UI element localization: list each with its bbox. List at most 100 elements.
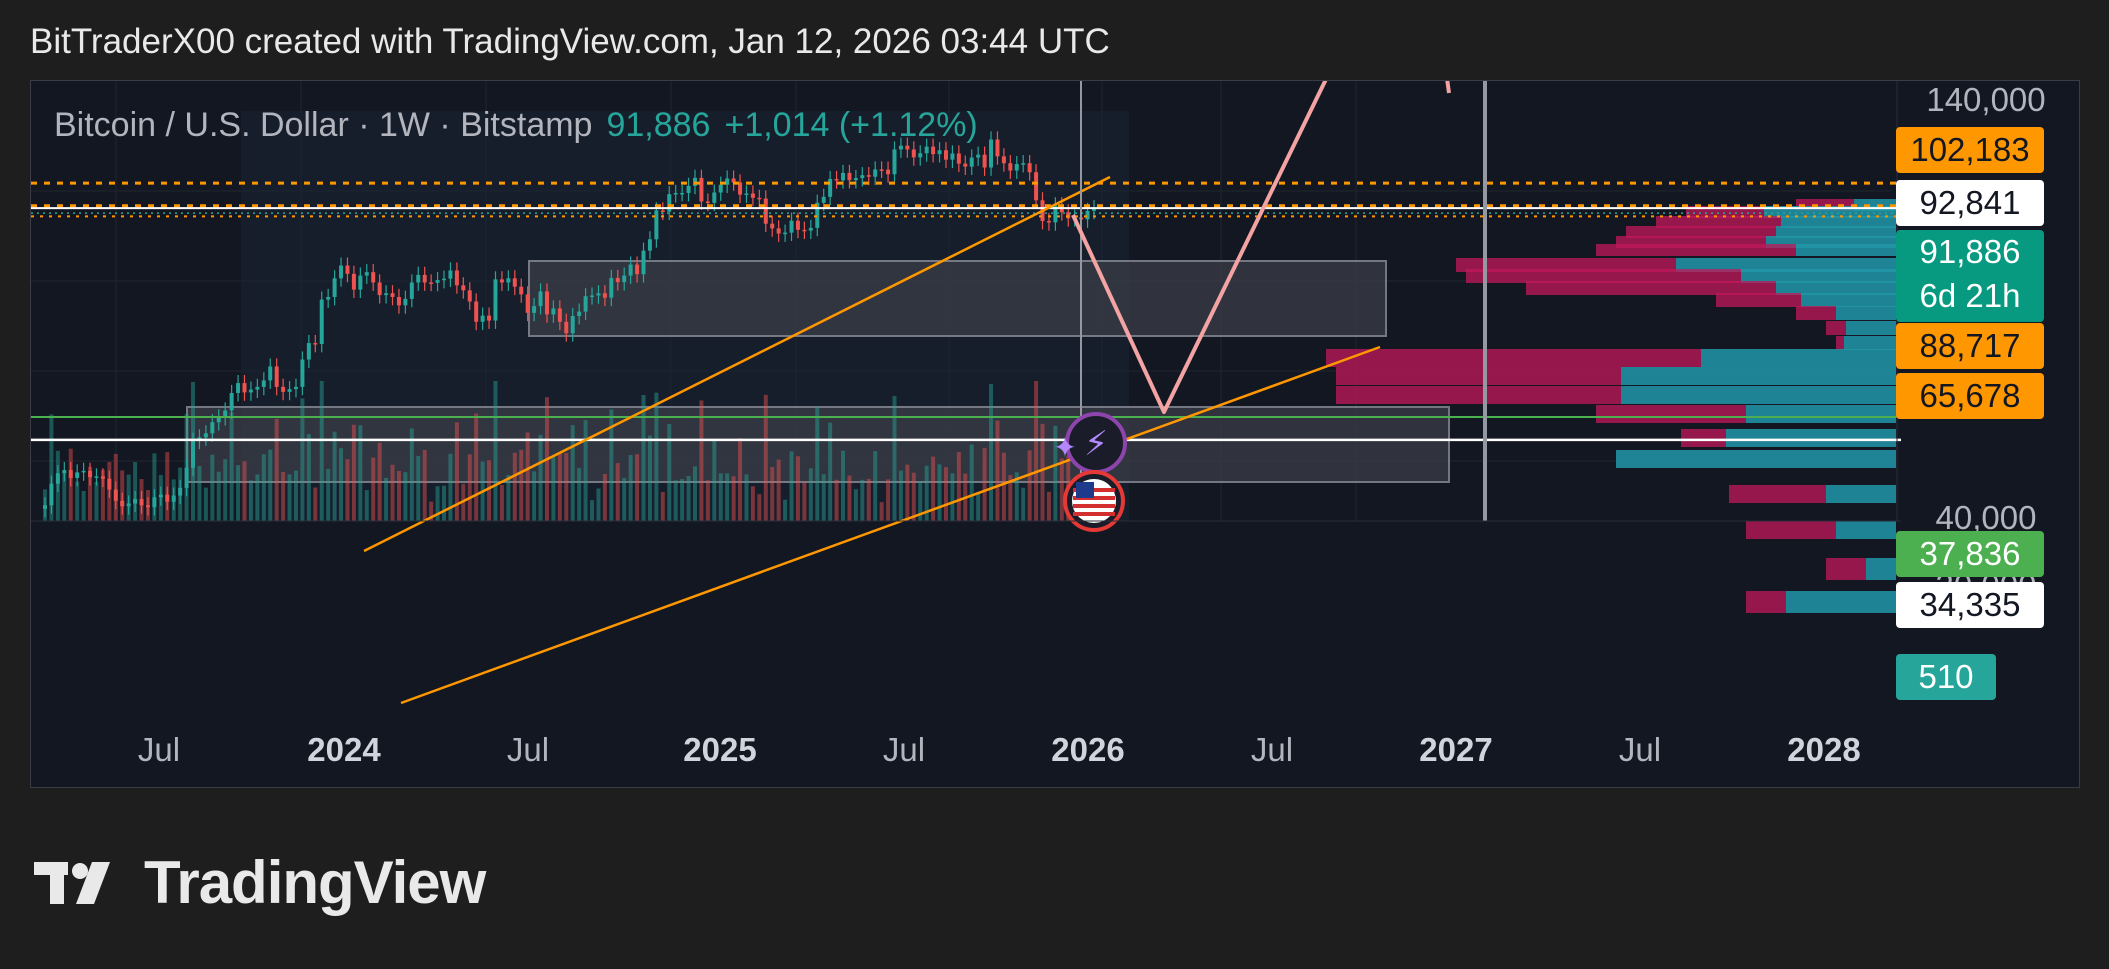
volume-profile-sell	[1326, 349, 1701, 367]
candle-body	[487, 315, 492, 321]
volume-bar	[351, 424, 356, 521]
x-tick-label: Jul	[507, 731, 549, 768]
y-tick-label: 140,000	[1926, 81, 2045, 118]
candle-body	[821, 196, 826, 203]
volume-bar	[873, 451, 878, 521]
volume-bar	[602, 473, 607, 521]
candle-body	[178, 487, 183, 496]
price-label-value: 91,886	[1919, 233, 2021, 270]
volume-bar	[1021, 487, 1026, 521]
volume-bar	[615, 463, 620, 521]
volume-bar	[416, 455, 421, 521]
volume-bar	[750, 486, 755, 521]
volume-bar	[300, 398, 305, 521]
volume-profile-sell	[1656, 216, 1781, 228]
volume-bar	[956, 452, 961, 521]
candle-body	[590, 295, 595, 297]
volume-bar	[268, 449, 273, 521]
candle-body	[918, 153, 923, 158]
chart-panel[interactable]: ⚡ ✦ Jul 2024 Jul 2025 Jul 2026 Jul 2027 Jul 2028 140…	[30, 80, 2080, 788]
candle-body	[982, 154, 987, 168]
volume-bar	[75, 481, 80, 521]
volume-bar	[339, 448, 344, 521]
volume-bar	[512, 452, 517, 521]
volume-profile-sell	[1596, 244, 1796, 256]
candle-body	[319, 299, 324, 344]
volume-profile-buy	[1776, 281, 1896, 295]
volume-bar	[647, 435, 652, 521]
price-label: 102,183	[1896, 127, 2044, 173]
volume-bar	[763, 394, 768, 521]
candle-body	[120, 500, 125, 507]
volume-bar	[88, 466, 93, 521]
volume-bar	[1027, 450, 1032, 521]
x-tick-label: Jul	[1251, 731, 1293, 768]
volume-bar	[841, 450, 846, 521]
volume-bar	[622, 477, 627, 521]
volume-bar	[306, 434, 311, 521]
candle-body	[100, 476, 105, 479]
volume-bar	[976, 492, 981, 521]
candle-body	[371, 272, 376, 283]
volume-profile-buy	[1826, 485, 1896, 503]
volume-profile-buy	[1726, 429, 1896, 447]
price-chart[interactable]: ⚡✦ Jul 2024 Jul 2025 Jul 2026 Jul 2027 Jul 2028 140…	[31, 81, 2080, 788]
volume-profile-buy	[1741, 269, 1896, 283]
candle-body	[1001, 156, 1006, 164]
volume-profile-buy	[1776, 226, 1896, 238]
candle-body	[738, 182, 743, 195]
candle-body	[377, 282, 382, 296]
candle-body	[731, 178, 736, 183]
bar-countdown: 6d 21h	[1919, 277, 2021, 314]
price-label-value: 92,841	[1919, 184, 2021, 221]
volume-profile-sell	[1796, 306, 1836, 320]
volume-bar	[100, 469, 105, 521]
candle-body	[339, 265, 344, 279]
price-label: 510	[1896, 654, 1996, 700]
volume-bar	[532, 471, 537, 521]
candle-body	[686, 185, 691, 193]
volume-bar	[94, 481, 99, 521]
candle-body	[956, 153, 961, 164]
volume-profile-sell	[1826, 558, 1866, 580]
candle-body	[757, 197, 762, 200]
volume-bar	[725, 473, 730, 521]
volume-bar	[924, 465, 929, 521]
volume-bar	[525, 432, 530, 521]
candle-body	[615, 277, 620, 283]
candle-body	[622, 275, 627, 283]
candle-body	[763, 198, 768, 224]
candle-body	[345, 265, 350, 274]
x-tick-label: 2028	[1787, 731, 1860, 768]
volume-bar	[892, 396, 897, 521]
volume-bar	[628, 454, 633, 521]
volume-profile-buy	[1836, 521, 1896, 539]
sparkle-icon: ✦	[1053, 431, 1076, 464]
volume-bar	[699, 400, 704, 521]
volume-bar	[1040, 423, 1045, 521]
price-label-value: 34,335	[1919, 586, 2021, 623]
volume-bar	[223, 459, 228, 521]
symbol-title: Bitcoin / U.S. Dollar · 1W · Bitstamp	[54, 106, 593, 144]
volume-bar	[152, 453, 157, 521]
volume-profile-buy	[1781, 216, 1896, 228]
candle-body	[210, 422, 215, 434]
candle-body	[898, 145, 903, 150]
volume-profile-sell	[1746, 591, 1786, 613]
candle-body	[1021, 163, 1026, 165]
candle-body	[950, 153, 955, 160]
volume-bar	[570, 425, 575, 521]
volume-profile-sell	[1746, 521, 1836, 539]
volume-bar	[815, 407, 820, 521]
volume-bar	[384, 477, 389, 521]
volume-bar	[931, 456, 936, 521]
volume-profile-buy	[1796, 244, 1896, 256]
volume-bar	[596, 488, 601, 521]
volume-bar	[866, 479, 871, 521]
candle-body	[442, 278, 447, 281]
volume-bar	[313, 487, 318, 521]
candle-body	[989, 139, 994, 168]
volume-bar	[255, 474, 260, 521]
candle-body	[422, 274, 427, 283]
volume-profile-buy	[1801, 293, 1896, 307]
